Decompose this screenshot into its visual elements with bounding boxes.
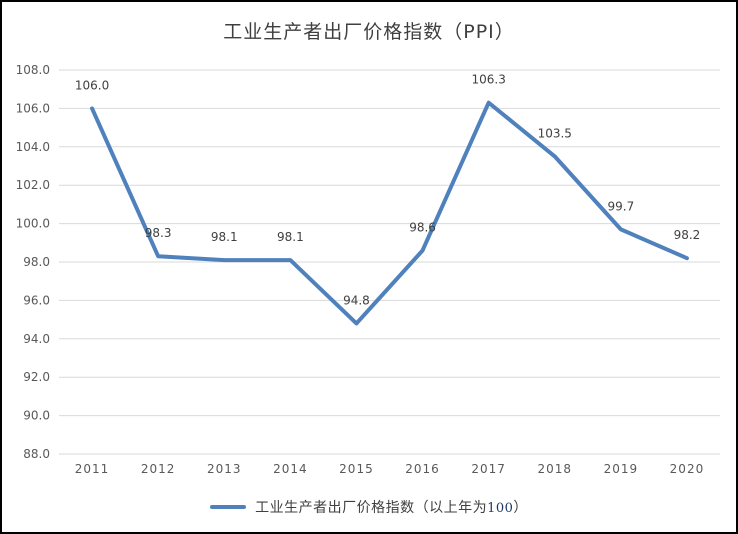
y-tick-label: 104.0	[16, 140, 50, 154]
legend: 工业生产者出厂价格指数（以上年为100）	[2, 497, 736, 517]
x-tick-label: 2018	[537, 462, 572, 476]
legend-series-label: 工业生产者出厂价格指数（以上年为100）	[255, 497, 528, 517]
chart-title: 工业生产者出厂价格指数（PPI）	[223, 21, 515, 43]
data-label: 98.3	[145, 226, 172, 240]
data-label: 98.1	[277, 230, 304, 244]
x-tick-label: 2012	[141, 462, 176, 476]
y-tick-label: 106.0	[16, 101, 50, 115]
x-tick-label: 2015	[339, 462, 374, 476]
y-tick-label: 88.0	[23, 447, 50, 461]
data-label: 98.1	[211, 230, 238, 244]
x-tick-label: 2017	[471, 462, 506, 476]
y-tick-label: 108.0	[16, 63, 50, 77]
legend-line-marker	[210, 505, 247, 509]
y-tick-label: 92.0	[23, 370, 50, 384]
x-tick-label: 2013	[207, 462, 242, 476]
data-label: 103.5	[538, 126, 572, 140]
data-label: 98.6	[409, 220, 436, 234]
data-label: 94.8	[343, 293, 370, 307]
y-tick-label: 96.0	[23, 293, 50, 307]
y-tick-label: 90.0	[23, 409, 50, 423]
y-tick-label: 102.0	[16, 178, 50, 192]
legend-text-suffix: ）	[513, 500, 528, 516]
x-tick-label: 2016	[405, 462, 440, 476]
legend-number: 100	[487, 501, 514, 516]
x-tick-label: 2014	[273, 462, 308, 476]
data-label: 106.0	[75, 78, 109, 92]
data-label: 106.3	[471, 73, 505, 87]
y-tick-label: 94.0	[23, 332, 50, 346]
data-label: 98.2	[674, 228, 701, 242]
x-tick-label: 2011	[75, 462, 110, 476]
data-label: 99.7	[607, 199, 634, 213]
x-tick-label: 2020	[670, 462, 705, 476]
x-tick-label: 2019	[604, 462, 639, 476]
y-tick-label: 98.0	[23, 255, 50, 269]
y-tick-label: 100.0	[16, 217, 50, 231]
ppi-series-line	[90, 100, 689, 326]
legend-text-prefix: 工业生产者出厂价格指数（以上年为	[255, 500, 488, 516]
